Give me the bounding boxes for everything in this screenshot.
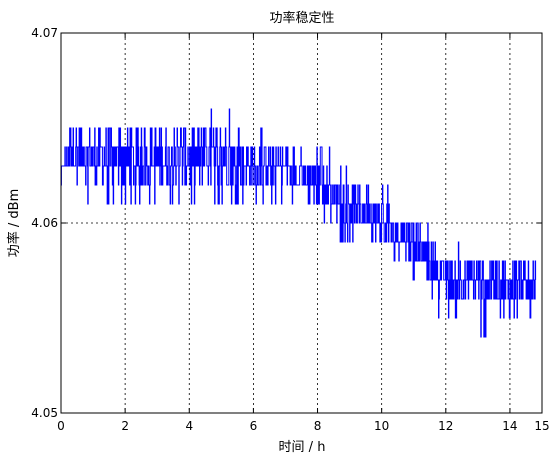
x-tick-label: 2: [121, 419, 129, 433]
x-tick-label: 14: [502, 419, 517, 433]
y-tick-label: 4.05: [31, 406, 58, 420]
x-axis-label: 时间 / h: [279, 440, 326, 455]
chart-title: 功率稳定性: [269, 10, 334, 26]
y-axis-label: 功率 / dBm: [6, 189, 22, 257]
x-tick-label: 4: [185, 419, 193, 433]
x-tick-label: 12: [438, 419, 453, 433]
y-tick-label: 4.06: [31, 216, 58, 230]
y-tick-label: 4.07: [31, 26, 58, 40]
x-tick-label: 0: [57, 419, 65, 433]
x-tick-label: 15: [534, 419, 549, 433]
x-tick-label: 10: [374, 419, 389, 433]
axis-ticks: 0 2 4 6 8 10 12 14 15 4.05 4.06 4.07: [31, 26, 549, 433]
series-power: [60, 108, 537, 338]
x-tick-label: 8: [314, 419, 322, 433]
series-line: [60, 108, 537, 338]
grid-lines: [61, 33, 542, 413]
x-tick-label: 6: [250, 419, 258, 433]
